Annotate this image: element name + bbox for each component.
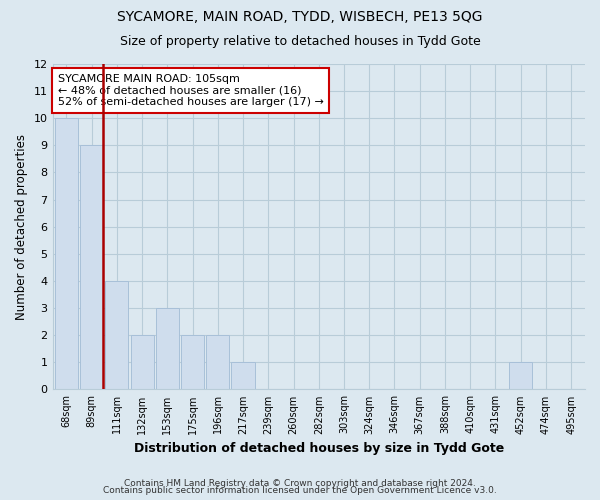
- Bar: [105, 281, 128, 390]
- Bar: [156, 308, 179, 390]
- Bar: [509, 362, 532, 390]
- Bar: [206, 335, 229, 390]
- Text: Contains HM Land Registry data © Crown copyright and database right 2024.: Contains HM Land Registry data © Crown c…: [124, 478, 476, 488]
- Bar: [80, 146, 103, 390]
- Bar: [181, 335, 204, 390]
- X-axis label: Distribution of detached houses by size in Tydd Gote: Distribution of detached houses by size …: [134, 442, 504, 455]
- Text: SYCAMORE MAIN ROAD: 105sqm
← 48% of detached houses are smaller (16)
52% of semi: SYCAMORE MAIN ROAD: 105sqm ← 48% of deta…: [58, 74, 324, 107]
- Y-axis label: Number of detached properties: Number of detached properties: [15, 134, 28, 320]
- Text: SYCAMORE, MAIN ROAD, TYDD, WISBECH, PE13 5QG: SYCAMORE, MAIN ROAD, TYDD, WISBECH, PE13…: [117, 10, 483, 24]
- Bar: [232, 362, 254, 390]
- Text: Contains public sector information licensed under the Open Government Licence v3: Contains public sector information licen…: [103, 486, 497, 495]
- Bar: [55, 118, 78, 390]
- Text: Size of property relative to detached houses in Tydd Gote: Size of property relative to detached ho…: [119, 35, 481, 48]
- Bar: [131, 335, 154, 390]
